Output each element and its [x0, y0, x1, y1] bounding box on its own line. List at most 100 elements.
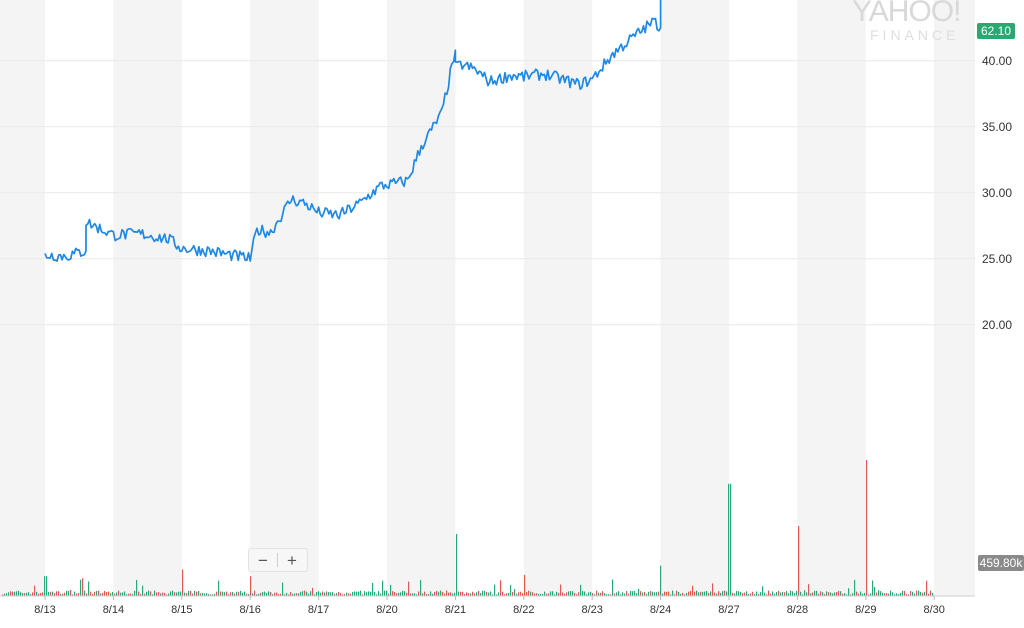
volume-bar	[734, 593, 736, 596]
volume-bar	[8, 592, 10, 596]
volume-bar	[12, 591, 14, 596]
volume-bar	[94, 591, 96, 596]
volume-bar	[922, 592, 924, 596]
volume-bar	[894, 594, 896, 596]
volume-bar	[296, 593, 298, 596]
volume-bars	[2, 460, 934, 596]
volume-bar	[750, 593, 752, 596]
volume-bar	[122, 592, 124, 596]
grid-lines	[0, 60, 975, 326]
zoom-out-button[interactable]: −	[258, 550, 268, 570]
volume-bar	[594, 594, 596, 596]
volume-bar	[780, 592, 782, 596]
volume-bar	[846, 594, 848, 596]
volume-bar	[330, 592, 332, 596]
volume-bar	[508, 592, 510, 596]
volume-bar	[52, 591, 54, 596]
volume-bar	[346, 592, 348, 596]
volume-bar	[664, 591, 666, 596]
volume-bar	[44, 576, 46, 596]
volume-bar	[620, 594, 622, 596]
volume-bar	[462, 591, 464, 596]
volume-bar	[550, 591, 552, 596]
volume-bar	[908, 594, 910, 596]
volume-bar	[774, 593, 776, 596]
y-tick-label: 40.00	[982, 54, 1012, 68]
y-tick-label: 25.00	[982, 252, 1012, 266]
volume-bar	[434, 592, 436, 596]
volume-bar	[826, 591, 828, 596]
volume-bar	[614, 593, 616, 596]
volume-bar	[386, 590, 388, 596]
volume-bar	[424, 591, 426, 596]
x-tick-label: 8/23	[581, 604, 602, 616]
volume-bar	[244, 591, 246, 596]
volume-bar	[778, 590, 780, 596]
volume-bar	[260, 592, 262, 596]
volume-bar	[256, 594, 258, 596]
volume-bar	[268, 591, 270, 596]
volume-bar	[506, 593, 508, 596]
volume-bar	[192, 593, 194, 596]
volume-bar	[396, 593, 398, 596]
volume-label: 459.80k	[980, 556, 1024, 570]
volume-bar	[112, 591, 114, 596]
volume-bar	[464, 594, 466, 596]
volume-bar	[636, 593, 638, 596]
volume-bar	[304, 590, 306, 596]
volume-bar	[288, 594, 290, 596]
volume-bar	[320, 592, 322, 596]
volume-bar	[622, 592, 624, 596]
volume-bar	[482, 590, 484, 596]
volume-bar	[410, 593, 412, 596]
volume-bar	[164, 592, 166, 596]
volume-bar	[128, 593, 130, 596]
volume-bar	[738, 591, 740, 596]
volume-bar	[582, 590, 584, 596]
volume-bar	[718, 591, 720, 596]
volume-bar	[48, 591, 50, 596]
volume-bar	[536, 593, 538, 596]
volume-bar	[176, 592, 178, 596]
volume-bar	[588, 592, 590, 596]
volume-bar	[698, 592, 700, 596]
volume-bar	[568, 591, 570, 596]
volume-bar	[132, 594, 134, 596]
volume-bar	[216, 591, 218, 596]
volume-bar	[16, 591, 18, 596]
volume-bar	[606, 594, 608, 596]
x-tick-label: 8/17	[308, 604, 329, 616]
volume-bar	[366, 592, 368, 596]
volume-bar	[814, 590, 816, 596]
volume-bar	[854, 580, 856, 596]
zoom-in-button[interactable]: +	[287, 550, 297, 570]
volume-bar	[358, 591, 360, 596]
volume-bar	[248, 593, 250, 596]
volume-bar	[886, 593, 888, 596]
volume-bar	[696, 590, 698, 596]
y-tick-label: 45.00	[982, 0, 1012, 2]
volume-bar	[332, 592, 334, 596]
volume-bar	[756, 591, 758, 596]
volume-bar	[50, 591, 52, 596]
x-tick-label: 8/15	[171, 604, 192, 616]
volume-bar	[160, 593, 162, 596]
volume-bar	[716, 593, 718, 596]
volume-bar	[40, 593, 42, 596]
volume-bar	[82, 578, 84, 596]
volume-bar	[310, 591, 312, 596]
volume-bar	[910, 591, 912, 596]
last-price-badge	[977, 23, 1015, 39]
volume-bar	[420, 580, 422, 596]
volume-bar	[34, 585, 36, 596]
volume-bar	[312, 587, 314, 596]
volume-bar	[222, 591, 224, 596]
volume-bar	[106, 592, 108, 596]
volume-bar	[292, 593, 294, 596]
volume-bar	[556, 591, 558, 596]
volume-bar	[906, 594, 908, 596]
volume-bar	[458, 591, 460, 596]
volume-bar	[58, 591, 60, 596]
volume-bar	[902, 590, 904, 596]
